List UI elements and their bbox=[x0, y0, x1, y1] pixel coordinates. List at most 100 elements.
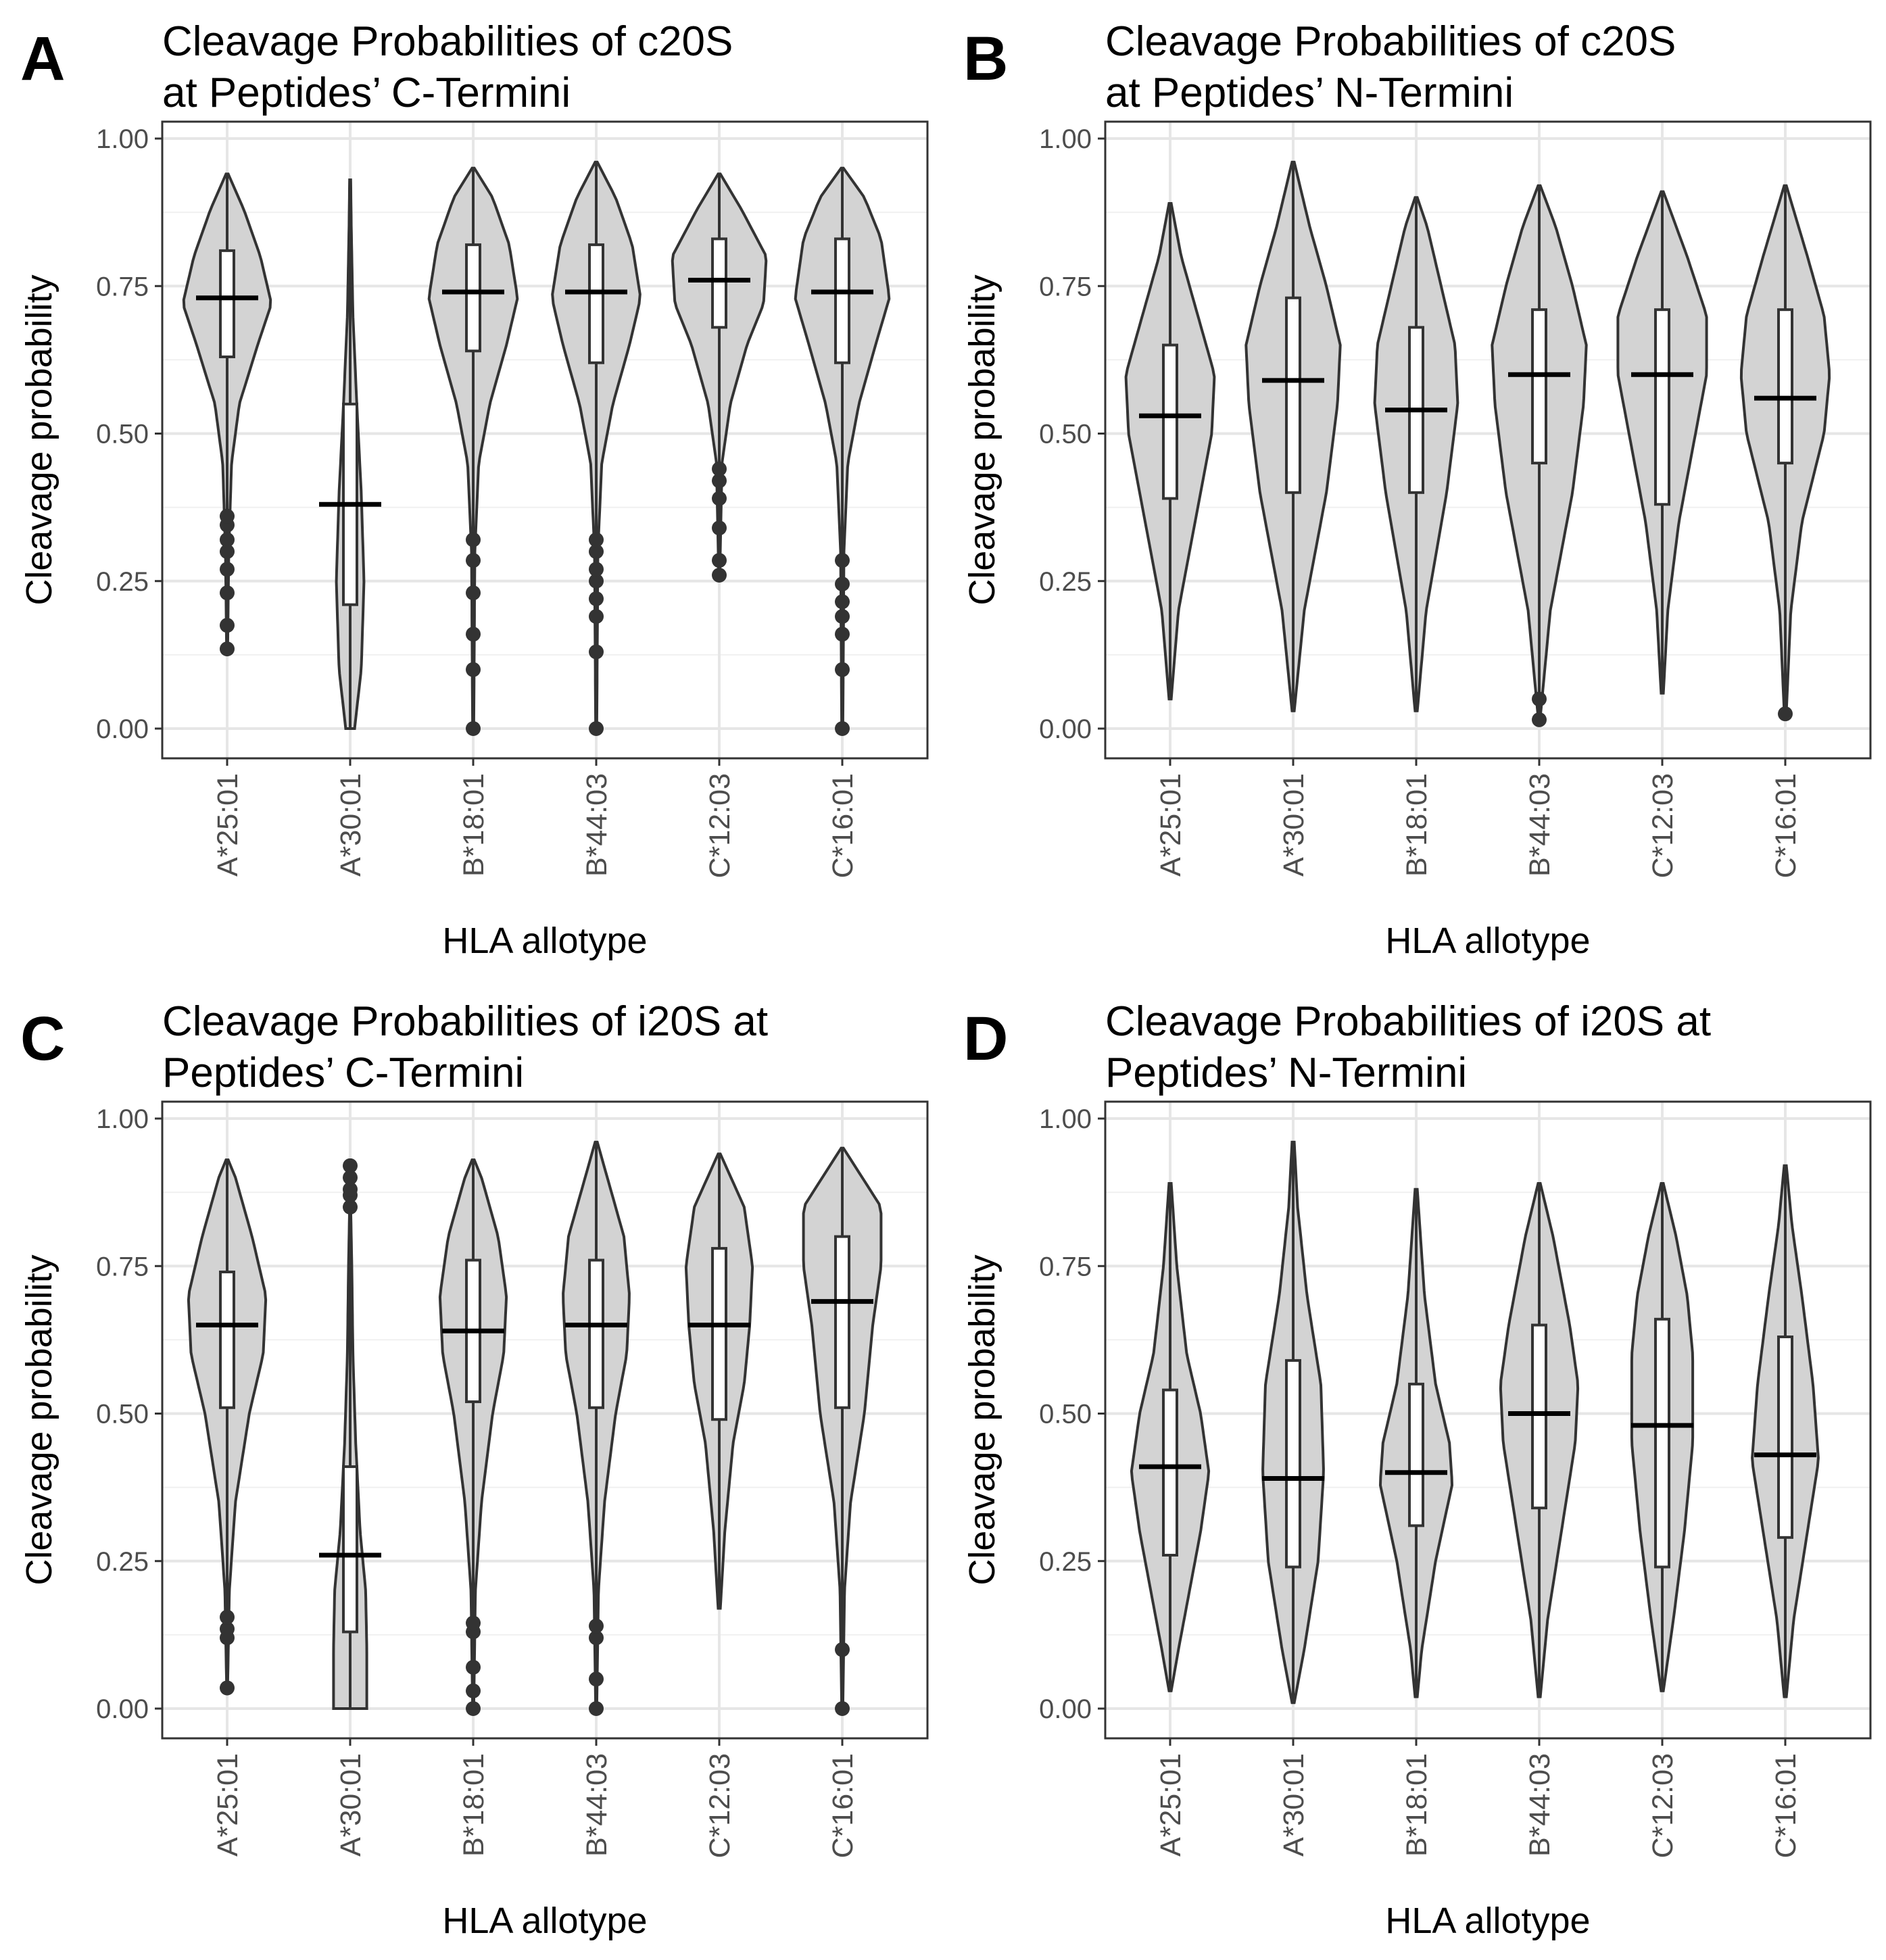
y-tick-label: 0.00 bbox=[96, 714, 149, 744]
y-tick-label: 1.00 bbox=[1039, 124, 1092, 154]
outlier-point bbox=[220, 618, 235, 633]
chart-title-line: Peptides’ N-Termini bbox=[1105, 1050, 1467, 1096]
outlier-point bbox=[835, 594, 850, 610]
x-tick-label: A*30:01 bbox=[335, 773, 367, 877]
outlier-point bbox=[589, 562, 604, 577]
y-tick-label: 0.25 bbox=[1039, 1547, 1092, 1577]
plot-area bbox=[162, 1102, 927, 1738]
y-tick-label: 0.75 bbox=[1039, 1252, 1092, 1281]
box bbox=[1777, 308, 1793, 465]
outlier-point bbox=[220, 1680, 235, 1696]
x-tick-label: A*25:01 bbox=[212, 773, 244, 877]
violin-B*44:03 bbox=[1499, 1182, 1580, 1698]
chart-title-line: Cleavage Probabilities of i20S at bbox=[162, 998, 768, 1045]
chart-title: Cleavage Probabilities of c20S at Peptide… bbox=[1105, 18, 1676, 116]
box bbox=[219, 249, 235, 359]
x-tick-label: B*44:03 bbox=[1524, 773, 1556, 877]
y-tick-label: 0.75 bbox=[96, 1252, 149, 1281]
box bbox=[588, 1258, 604, 1409]
violin-A*25:01 bbox=[187, 1158, 268, 1696]
box bbox=[1531, 308, 1547, 465]
outlier-point bbox=[589, 591, 604, 606]
chart-svg-c: C Cleavage Probabilities of i20S at Peptid… bbox=[19, 998, 929, 1941]
y-tick-label: 1.00 bbox=[96, 1104, 149, 1134]
violin-C*16:01 bbox=[1739, 184, 1831, 722]
x-tick-label: A*25:01 bbox=[1155, 1753, 1187, 1857]
outlier-point bbox=[835, 721, 850, 736]
violin-B*18:01 bbox=[427, 166, 519, 736]
outlier-point bbox=[589, 1630, 604, 1646]
outlier-point bbox=[220, 532, 235, 547]
x-tick-label: B*18:01 bbox=[458, 1753, 490, 1857]
y-axis-title: Cleavage probability bbox=[962, 1254, 1002, 1585]
box bbox=[1162, 1388, 1178, 1557]
outlier-point bbox=[343, 1181, 358, 1197]
violin-A*30:01 bbox=[1261, 1140, 1325, 1705]
outlier-point bbox=[466, 1615, 481, 1631]
y-tick-label: 0.50 bbox=[96, 1400, 149, 1429]
outlier-point bbox=[1532, 691, 1547, 707]
chart-svg-a: A Cleavage Probabilities of c20S at Peptid… bbox=[19, 18, 929, 961]
panel-c: C Cleavage Probabilities of i20S at Peptid… bbox=[0, 980, 943, 1960]
chart-title: Cleavage Probabilities of i20S at Peptide… bbox=[1105, 998, 1711, 1096]
y-tick-label: 0.00 bbox=[96, 1694, 149, 1724]
outlier-point bbox=[466, 585, 481, 601]
chart-title-line: Cleavage Probabilities of c20S bbox=[1105, 18, 1676, 65]
outlier-point bbox=[466, 1701, 481, 1716]
violin-C*16:01 bbox=[1751, 1164, 1820, 1698]
outlier-point bbox=[589, 1701, 604, 1716]
box bbox=[1654, 308, 1670, 506]
chart-title-line: at Peptides’ N-Termini bbox=[1105, 70, 1514, 116]
violin-C*12:03 bbox=[684, 1152, 754, 1610]
violin-A*30:01 bbox=[1244, 160, 1342, 712]
outlier-point bbox=[343, 1170, 358, 1185]
violin-B*44:03 bbox=[1491, 184, 1588, 727]
outlier-point bbox=[589, 532, 604, 547]
box bbox=[834, 1235, 850, 1409]
outlier-point bbox=[1778, 706, 1793, 722]
x-tick-label: B*18:01 bbox=[1401, 773, 1433, 877]
outlier-point bbox=[712, 568, 727, 583]
outlier-point bbox=[589, 644, 604, 660]
box bbox=[834, 237, 850, 364]
x-tick-label: C*16:01 bbox=[1770, 1753, 1802, 1858]
outlier-point bbox=[589, 1618, 604, 1634]
y-tick-label: 0.25 bbox=[1039, 567, 1092, 597]
x-tick-label: B*44:03 bbox=[581, 1753, 613, 1857]
outlier-point bbox=[466, 553, 481, 568]
x-tick-label: A*25:01 bbox=[1155, 773, 1187, 877]
plot-area bbox=[1105, 122, 1870, 758]
outlier-point bbox=[712, 473, 727, 489]
box bbox=[711, 237, 727, 329]
outlier-point bbox=[343, 1199, 358, 1215]
x-axis-title: HLA allotype bbox=[1385, 921, 1590, 961]
y-tick-label: 0.50 bbox=[96, 420, 149, 449]
x-tick-label: C*12:03 bbox=[1647, 773, 1679, 878]
violin-B*44:03 bbox=[562, 1140, 631, 1716]
panel-border bbox=[1104, 120, 1872, 760]
y-axis-title: Cleavage probability bbox=[19, 274, 59, 605]
violin-C*12:03 bbox=[1616, 190, 1708, 695]
outlier-point bbox=[835, 577, 850, 592]
x-tick-label: A*25:01 bbox=[212, 1753, 244, 1857]
chart-title-line: Cleavage Probabilities of i20S at bbox=[1105, 998, 1711, 1045]
box bbox=[1408, 1382, 1424, 1527]
panel-letter: C bbox=[20, 1004, 65, 1073]
panel-letter: D bbox=[963, 1004, 1008, 1073]
x-tick-label: A*30:01 bbox=[335, 1753, 367, 1857]
outlier-point bbox=[835, 553, 850, 568]
y-tick-label: 1.00 bbox=[1039, 1104, 1092, 1134]
outlier-point bbox=[220, 508, 235, 524]
y-axis-title: Cleavage probability bbox=[962, 274, 1002, 605]
outlier-point bbox=[220, 562, 235, 577]
violin-C*16:01 bbox=[794, 166, 891, 736]
chart-title-line: Peptides’ C-Termini bbox=[162, 1050, 524, 1096]
box bbox=[1285, 1358, 1301, 1569]
outlier-point bbox=[835, 1701, 850, 1716]
panel-letter: B bbox=[963, 24, 1008, 93]
outlier-point bbox=[466, 1659, 481, 1675]
chart-svg-d: D Cleavage Probabilities of i20S at Peptid… bbox=[962, 998, 1872, 1941]
plot-area bbox=[162, 122, 927, 758]
violin-B*18:01 bbox=[1378, 1187, 1454, 1698]
chart-title-line: Cleavage Probabilities of c20S bbox=[162, 18, 733, 65]
